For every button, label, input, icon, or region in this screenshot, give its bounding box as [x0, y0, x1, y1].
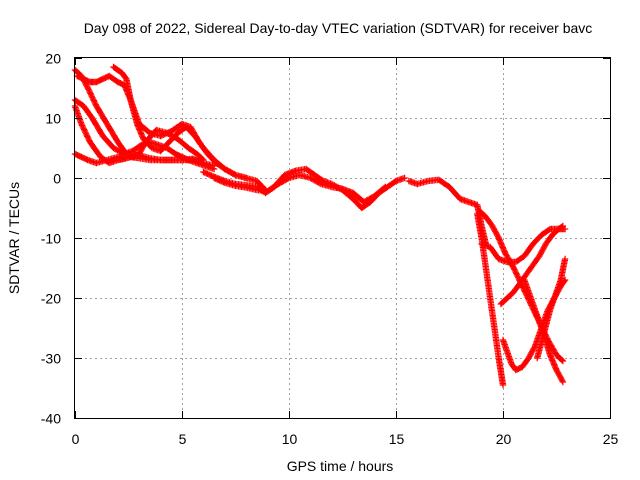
- y-tick-label: 0: [53, 171, 61, 187]
- x-tick-label: 25: [603, 431, 619, 447]
- data-marks: [71, 63, 569, 389]
- x-tick-label: 0: [72, 431, 80, 447]
- series-dip-e: [497, 222, 567, 308]
- y-tick-label: 20: [45, 51, 61, 67]
- x-axis-label: GPS time / hours: [287, 458, 394, 474]
- series-track-f: [110, 63, 269, 194]
- series-afternoon: [405, 176, 490, 248]
- y-tick-label: -40: [41, 411, 61, 427]
- x-tick-label: 20: [496, 431, 512, 447]
- plot-frame: [74, 57, 611, 419]
- marker-track: [474, 210, 507, 389]
- grid: [75, 58, 610, 418]
- chart-title: Day 098 of 2022, Sidereal Day-to-day VTE…: [84, 20, 593, 36]
- x-tick-label: 5: [179, 431, 187, 447]
- series-mid-band-2: [210, 171, 389, 206]
- y-tick-label: 10: [45, 111, 61, 127]
- x-tick-label: 10: [282, 431, 298, 447]
- marker-track: [210, 171, 389, 206]
- axis-ticks: 0 5 10 15 20 25 -40 -30 -20 -10 0 10 20: [41, 51, 619, 448]
- y-tick-label: -10: [41, 231, 61, 247]
- y-axis-label: SDTVAR / TECUs: [6, 182, 22, 294]
- series-dip-g: [534, 255, 569, 362]
- marker-track: [110, 63, 269, 194]
- y-tick-label: -30: [41, 351, 61, 367]
- marker-track: [534, 255, 569, 362]
- y-tick-label: -20: [41, 291, 61, 307]
- marker-track: [405, 176, 490, 248]
- series-dip-a: [474, 210, 507, 389]
- marker-track: [497, 222, 567, 308]
- x-tick-label: 15: [389, 431, 405, 447]
